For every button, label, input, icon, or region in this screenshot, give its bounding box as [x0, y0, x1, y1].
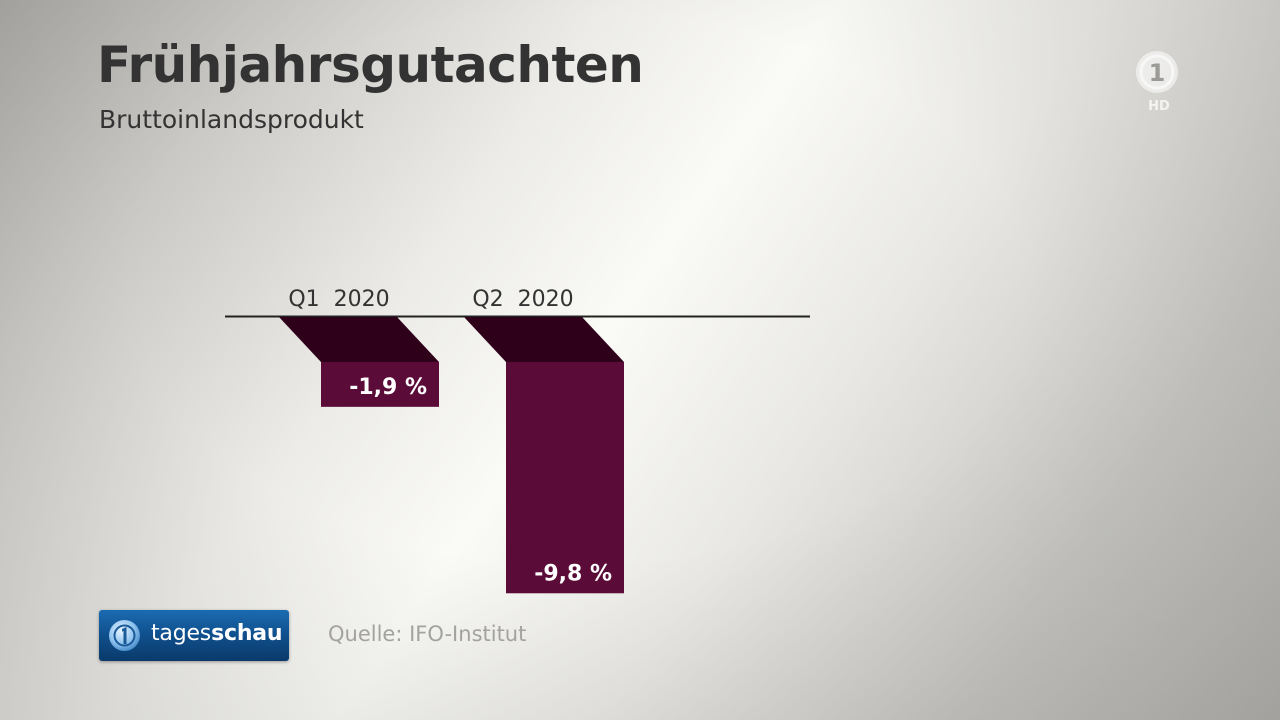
ard-hd-logo-icon: 1 HD [1136, 51, 1178, 114]
bar-value-label: -1,9 % [349, 375, 427, 400]
bar-value-label: -9,8 % [534, 561, 612, 586]
labels-layer: -1,9 % Q1 2020 -9,8 % Q2 2020 [288, 287, 612, 586]
logo-channel-number: 1 [1149, 59, 1166, 87]
tagesschau-badge: tagesschau [99, 610, 289, 661]
page-title: Frühjahrsgutachten [97, 36, 644, 94]
tagesschau-wordmark: tagesschau [151, 621, 283, 646]
bar-top-face [279, 317, 439, 362]
bars-layer [279, 317, 624, 594]
brand-suffix: schau [211, 621, 283, 646]
category-label: Q1 2020 [288, 287, 389, 312]
tagesschau-globe-icon [109, 620, 140, 651]
logo-hd-label: HD [1148, 99, 1170, 114]
bar-top-face [464, 317, 624, 362]
bar [506, 362, 624, 594]
source-note: Quelle: IFO-Institut [328, 622, 527, 646]
bar [321, 362, 439, 407]
category-label: Q2 2020 [472, 287, 573, 312]
brand-prefix: tages [151, 621, 212, 646]
page-subtitle: Bruttoinlandsprodukt [99, 105, 364, 134]
